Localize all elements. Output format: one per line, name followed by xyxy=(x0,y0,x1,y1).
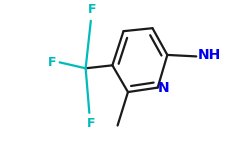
Text: F: F xyxy=(88,3,96,16)
Text: N: N xyxy=(158,81,170,95)
Text: F: F xyxy=(48,56,56,69)
Text: F: F xyxy=(86,117,95,130)
Text: NH: NH xyxy=(198,48,221,62)
